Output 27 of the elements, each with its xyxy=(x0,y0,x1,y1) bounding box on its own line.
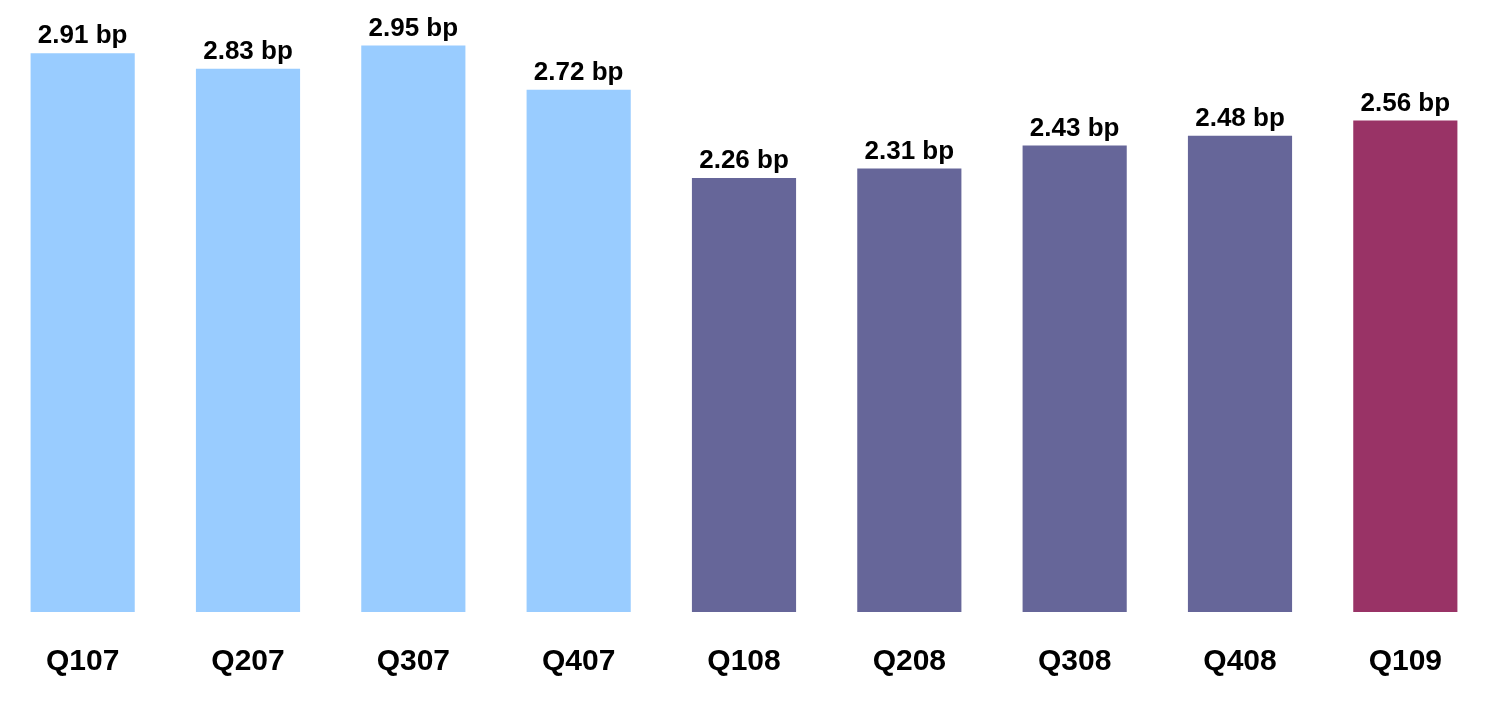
bar xyxy=(195,68,301,612)
x-tick-label: Q109 xyxy=(1368,643,1443,677)
x-tick-label: Q307 xyxy=(376,643,451,677)
bar xyxy=(30,53,135,612)
bar xyxy=(1187,135,1293,612)
bar xyxy=(361,45,466,612)
x-tick-label: Q208 xyxy=(872,643,947,677)
bar xyxy=(526,89,631,612)
bar xyxy=(1022,145,1127,612)
data-label: 2.91 bp xyxy=(37,19,128,50)
x-tick-label: Q108 xyxy=(707,643,781,677)
data-label: 2.72 bp xyxy=(533,55,624,86)
data-label: 2.56 bp xyxy=(1360,86,1451,117)
data-label: 2.48 bp xyxy=(1195,102,1285,133)
data-label: 2.26 bp xyxy=(699,144,789,175)
x-tick-label: Q207 xyxy=(211,643,285,677)
bar xyxy=(691,178,797,612)
data-label: 2.31 bp xyxy=(864,134,955,165)
bar xyxy=(857,168,962,612)
x-tick-label: Q107 xyxy=(45,643,120,677)
data-label: 2.83 bp xyxy=(203,34,293,65)
x-tick-label: Q308 xyxy=(1037,643,1112,677)
x-tick-label: Q407 xyxy=(541,643,616,677)
x-tick-label: Q408 xyxy=(1203,643,1277,677)
data-label: 2.43 bp xyxy=(1029,111,1120,142)
data-label: 2.95 bp xyxy=(368,11,459,42)
bar xyxy=(1353,120,1458,612)
